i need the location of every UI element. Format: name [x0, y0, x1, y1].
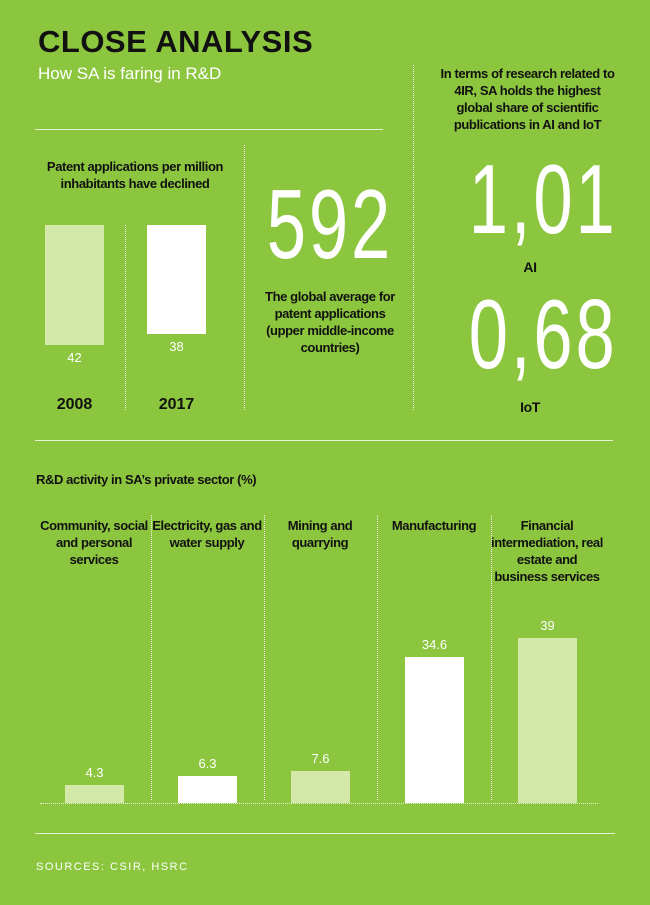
divider — [413, 65, 414, 410]
divider — [377, 515, 378, 800]
big-figure: 0,68 — [468, 279, 618, 389]
big-figure: 1,01 — [468, 144, 618, 254]
value-label: 6.3 — [198, 756, 217, 772]
divider — [491, 515, 492, 800]
bar — [518, 638, 577, 803]
value-label: 7.6 — [311, 750, 330, 766]
bar — [45, 225, 104, 346]
bar — [178, 776, 237, 803]
bar — [147, 225, 206, 334]
intro: In terms of research related to 4IR, SA … — [440, 66, 615, 132]
stat-label: AI — [523, 259, 537, 275]
divider — [35, 129, 383, 130]
category-label: 2017 — [158, 396, 195, 413]
value-label: 39 — [540, 618, 555, 634]
sources: SOURCES: CSIR, HSRC — [36, 861, 189, 873]
category-label: Manufacturing — [391, 518, 477, 533]
title: CLOSE ANALYSIS — [38, 24, 314, 59]
caption: The global average for patent applicatio… — [265, 289, 395, 355]
divider — [244, 145, 245, 410]
divider — [125, 225, 126, 410]
bar — [65, 784, 124, 803]
divider — [264, 515, 265, 800]
big-figure: 592 — [266, 169, 394, 279]
bar — [405, 656, 464, 803]
category-label: 2008 — [56, 396, 93, 413]
baseline — [40, 803, 598, 804]
category-label: Financial intermediation, real estate an… — [491, 518, 603, 584]
divider — [35, 833, 615, 834]
divider — [35, 440, 613, 441]
bar — [291, 770, 350, 803]
category-label: Electricity, gas and water supply — [152, 518, 262, 550]
value-label: 4.3 — [85, 764, 104, 780]
category-label: Community, social and personal services — [40, 518, 148, 567]
value-label: 42 — [67, 350, 82, 366]
value-label: 34.6 — [421, 636, 448, 652]
stat-label: IoT — [520, 399, 540, 415]
chart-title: Patent applications per million inhabita… — [46, 159, 224, 191]
chart-title: R&D activity in SA’s private sector (%) — [36, 472, 257, 487]
divider — [151, 515, 152, 800]
category-label: Mining and quarrying — [287, 518, 353, 550]
subtitle: How SA is faring in R&D — [38, 64, 222, 83]
value-label: 38 — [169, 338, 184, 354]
